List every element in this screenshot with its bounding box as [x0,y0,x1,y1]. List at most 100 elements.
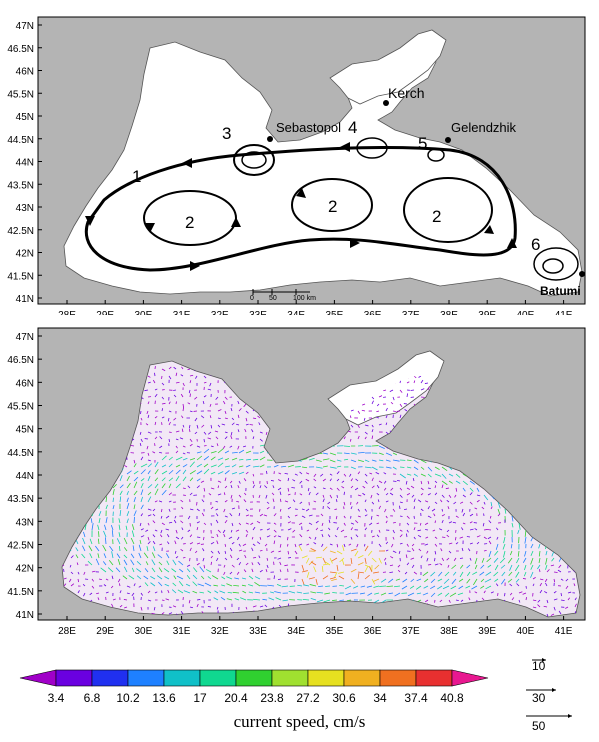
current-vector [98,511,102,517]
current-vector [406,522,410,526]
current-vector [229,513,233,517]
lon-tick-label: 30E [135,626,153,637]
current-vector [168,477,174,482]
current-vector [501,571,506,577]
current-vector [306,543,310,546]
current-vector [480,564,485,569]
lat-tick-label: 47N [16,332,34,343]
current-vector [140,438,143,443]
current-vector [371,578,376,585]
lat-tick-label: 42N [16,564,34,575]
lat-tick-label: 46.5N [7,44,34,55]
current-vector [172,559,177,566]
current-vector [150,576,156,580]
current-vector [140,528,144,531]
current-vector [245,423,249,426]
current-vector [272,485,275,489]
current-vector [338,575,345,580]
current-vector [488,520,492,524]
current-vector [485,571,492,576]
current-vector [357,410,361,414]
current-vector [126,470,132,475]
current-vector [530,571,534,578]
current-vector [189,477,194,482]
current-vector [424,599,429,603]
current-vector [334,571,338,578]
current-vector [439,599,443,603]
current-vector [392,396,395,401]
current-vector [313,542,317,545]
current-vector [374,592,380,595]
current-vector [294,543,297,548]
colorbar-tick-label: 23.8 [260,691,284,705]
current-vector [97,524,100,531]
current-vector [474,557,478,564]
current-vector [416,592,422,595]
current-vector [237,536,240,541]
current-vector [175,536,180,540]
current-vector [168,456,173,461]
current-vector [524,536,527,544]
current-vector [154,488,159,496]
current-vector [322,458,330,461]
current-vector [237,485,240,489]
current-vector [187,515,191,520]
current-vector [165,598,170,601]
current-vector [407,592,415,597]
current-vector [89,538,93,545]
current-vector [530,550,534,556]
current-vector [157,554,163,559]
current-vector [390,556,394,559]
current-vector [305,472,310,475]
current-vector [259,569,263,573]
current-vector [437,578,443,582]
kerch-marker [383,100,389,106]
current-vector [161,455,167,461]
colorbar-bin [55,669,93,687]
current-vector [87,560,93,566]
current-vector [196,451,202,454]
current-vector [385,493,389,496]
current-vector [195,375,198,379]
current-vector [292,479,296,482]
current-vector [229,480,233,484]
current-vector [515,571,520,578]
current-vector [216,443,219,447]
current-vector [203,445,207,447]
current-vector [392,459,400,462]
current-vector [454,536,457,541]
current-vector [459,571,464,578]
current-vector [287,543,289,547]
current-vector [515,578,520,583]
current-vector [430,592,436,598]
current-vector [405,554,408,559]
current-vector [405,533,408,538]
current-vector [273,535,277,538]
current-vector [252,605,257,608]
current-vector [378,395,383,398]
current-vector [522,557,527,563]
current-vector [160,508,163,513]
current-vector [341,480,345,483]
current-vector [235,529,240,532]
lon-tick-label: 29E [96,626,114,637]
current-vector [350,485,354,489]
current-vector [238,449,245,454]
current-vector [278,550,282,553]
current-vector [574,597,577,601]
current-vector [439,563,443,566]
current-vector [308,560,314,566]
current-vector [329,452,337,456]
current-vector [448,542,453,545]
current-vector [305,508,310,512]
current-vector [451,578,457,585]
current-vector [292,499,296,503]
current-vector [174,515,177,519]
current-vector [483,590,486,594]
vector-ref-50: 50 [532,719,546,733]
current-vector [133,463,137,468]
current-vector [305,478,310,482]
current-vector [320,473,324,477]
current-vector [292,529,296,533]
current-vector [274,591,282,594]
